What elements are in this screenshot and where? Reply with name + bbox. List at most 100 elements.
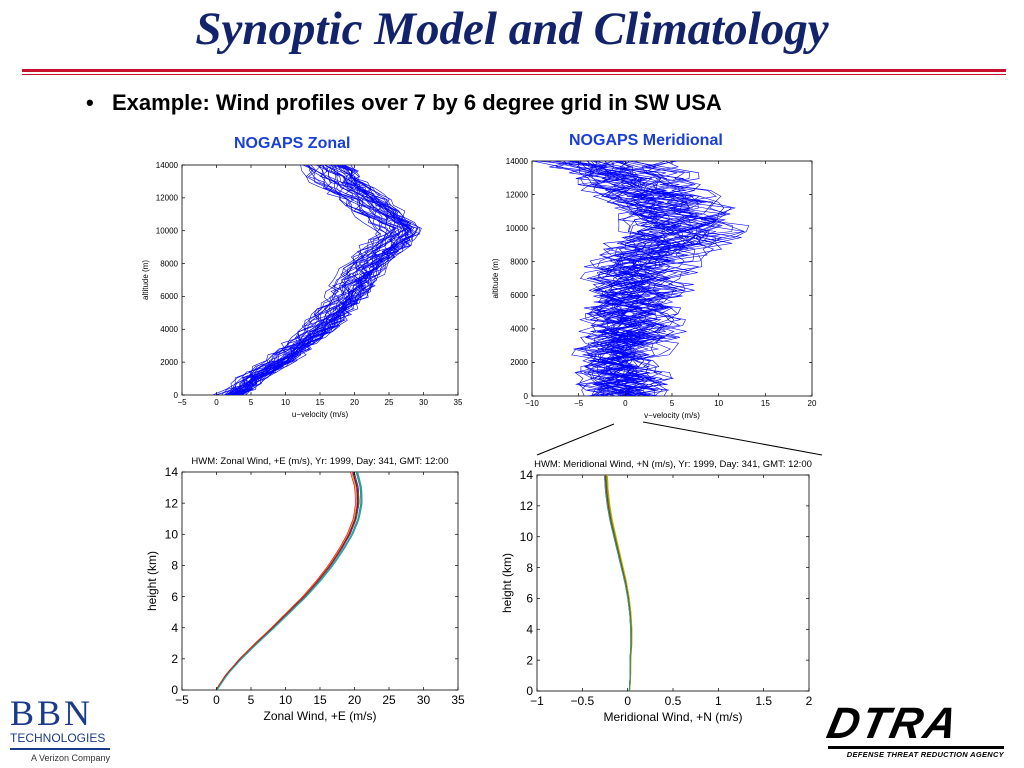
x-tick-label: 30: [419, 398, 428, 407]
y-tick-label: 2: [171, 652, 178, 666]
profile-line: [532, 161, 659, 396]
profile-line: [225, 165, 397, 395]
y-tick-label: 14: [520, 468, 534, 482]
x-tick-label: −10: [525, 399, 539, 408]
x-tick-label: −5: [175, 693, 189, 707]
profile-line: [609, 161, 718, 396]
y-axis-label: height (km): [145, 551, 159, 611]
profile-line: [236, 165, 422, 395]
x-tick-label: −5: [177, 398, 187, 407]
y-tick-label: 2: [526, 653, 533, 667]
profile-line: [616, 161, 742, 396]
callout-line-left: [536, 423, 615, 456]
profile-line: [236, 165, 413, 395]
x-tick-label: 30: [417, 693, 431, 707]
x-tick-label: −0.5: [570, 694, 594, 708]
x-tick-label: 15: [761, 399, 770, 408]
y-tick-label: 6: [171, 590, 178, 604]
profile-lines: [212, 165, 422, 395]
slide-title: Synoptic Model and Climatology: [195, 3, 829, 55]
y-tick-label: 10000: [156, 227, 179, 236]
x-axis-label: u−velocity (m/s): [292, 410, 349, 419]
y-tick-label: 8000: [510, 258, 528, 267]
x-tick-label: 20: [808, 399, 817, 408]
profile-line: [216, 472, 359, 690]
bbn-logo-rule: [10, 748, 110, 750]
profile-line: [245, 165, 419, 395]
x-tick-label: 10: [714, 399, 723, 408]
x-tick-label: 1.5: [755, 694, 772, 708]
profile-line: [549, 161, 677, 396]
y-tick-label: 4: [171, 621, 178, 635]
profile-line: [216, 472, 362, 690]
profile-line: [234, 165, 409, 395]
nogaps-zonal-chart: −5 0 5 10 15 20 25 30 35020004000600080001000012…: [141, 161, 463, 419]
y-axis-label: altitude (m): [491, 258, 500, 298]
chart-title: HWM: Zonal Wind, +E (m/s), Yr: 1999, Day…: [191, 456, 448, 467]
profile-line: [591, 161, 698, 396]
profile-line: [604, 475, 632, 691]
y-tick-label: 0: [526, 684, 533, 698]
x-tick-label: 20: [350, 398, 359, 407]
bullet-text: Example: Wind profiles over 7 by 6 degre…: [112, 90, 722, 115]
y-axis-label: altitude (m): [141, 260, 150, 300]
dtra-logo-rule: [828, 746, 1004, 749]
bullet-item: • Example: Wind profiles over 7 by 6 degr…: [86, 90, 722, 116]
profile-line: [556, 161, 665, 396]
y-tick-label: 8000: [160, 259, 178, 268]
x-axis-label: Meridional Wind, +N (m/s): [603, 710, 742, 724]
profile-line: [229, 165, 393, 395]
y-tick-label: 14: [165, 465, 179, 479]
profile-line: [536, 161, 664, 396]
dtra-logo: DTRA DEFENSE THREAT REDUCTION AGENCY: [823, 699, 1004, 759]
x-tick-label: 0: [624, 694, 631, 708]
x-tick-label: 0.5: [665, 694, 682, 708]
nogaps-zonal-title: NOGAPS Zonal: [234, 135, 351, 152]
x-tick-label: 2: [806, 694, 813, 708]
y-tick-label: 4000: [510, 325, 528, 334]
y-tick-label: 14000: [156, 161, 179, 170]
y-tick-label: 4000: [160, 325, 178, 334]
profile-line: [221, 165, 395, 395]
profile-line: [576, 161, 677, 396]
profile-line: [628, 161, 731, 396]
x-tick-label: −5: [574, 399, 584, 408]
dtra-logo-name: DTRA: [822, 699, 964, 748]
y-tick-label: 12000: [156, 194, 179, 203]
callout-line-right: [642, 421, 823, 456]
profile-lines: [603, 475, 633, 691]
x-tick-label: 0: [214, 398, 219, 407]
bullet-dot: •: [86, 90, 94, 115]
y-tick-label: 14000: [506, 157, 529, 166]
y-tick-label: 8: [526, 561, 533, 575]
x-tick-label: 0: [623, 399, 628, 408]
x-tick-label: 25: [385, 398, 394, 407]
y-tick-label: 6000: [160, 292, 178, 301]
x-axis-label: Zonal Wind, +E (m/s): [263, 709, 376, 723]
y-tick-label: 12: [165, 496, 179, 510]
y-tick-label: 6000: [510, 291, 528, 300]
x-tick-label: 10: [279, 693, 293, 707]
plot-frame: [536, 474, 810, 692]
x-tick-label: 10: [281, 398, 290, 407]
title-rule-thin: [22, 74, 1006, 75]
x-tick-label: 1: [715, 694, 722, 708]
x-tick-label: 5: [670, 399, 675, 408]
profile-line: [224, 165, 411, 395]
y-axis-label: height (km): [500, 553, 514, 613]
profile-line: [230, 165, 398, 395]
profile-lines: [532, 161, 750, 396]
profile-line: [576, 161, 686, 396]
title-rule: [22, 69, 1006, 72]
plot-frame: [181, 164, 459, 396]
x-tick-label: 35: [451, 693, 465, 707]
bbn-logo: BBN TECHNOLOGIES A Verizon Company: [10, 694, 112, 763]
y-tick-label: 2000: [160, 358, 178, 367]
x-axis-label: v−velocity (m/s): [644, 411, 700, 420]
chart-title: HWM: Meridional Wind, +N (m/s), Yr: 1999…: [534, 459, 812, 470]
x-tick-label: 5: [248, 693, 255, 707]
x-tick-label: 20: [348, 693, 362, 707]
profile-line: [229, 165, 403, 395]
nogaps-meridional-title: NOGAPS Meridional: [569, 132, 723, 149]
